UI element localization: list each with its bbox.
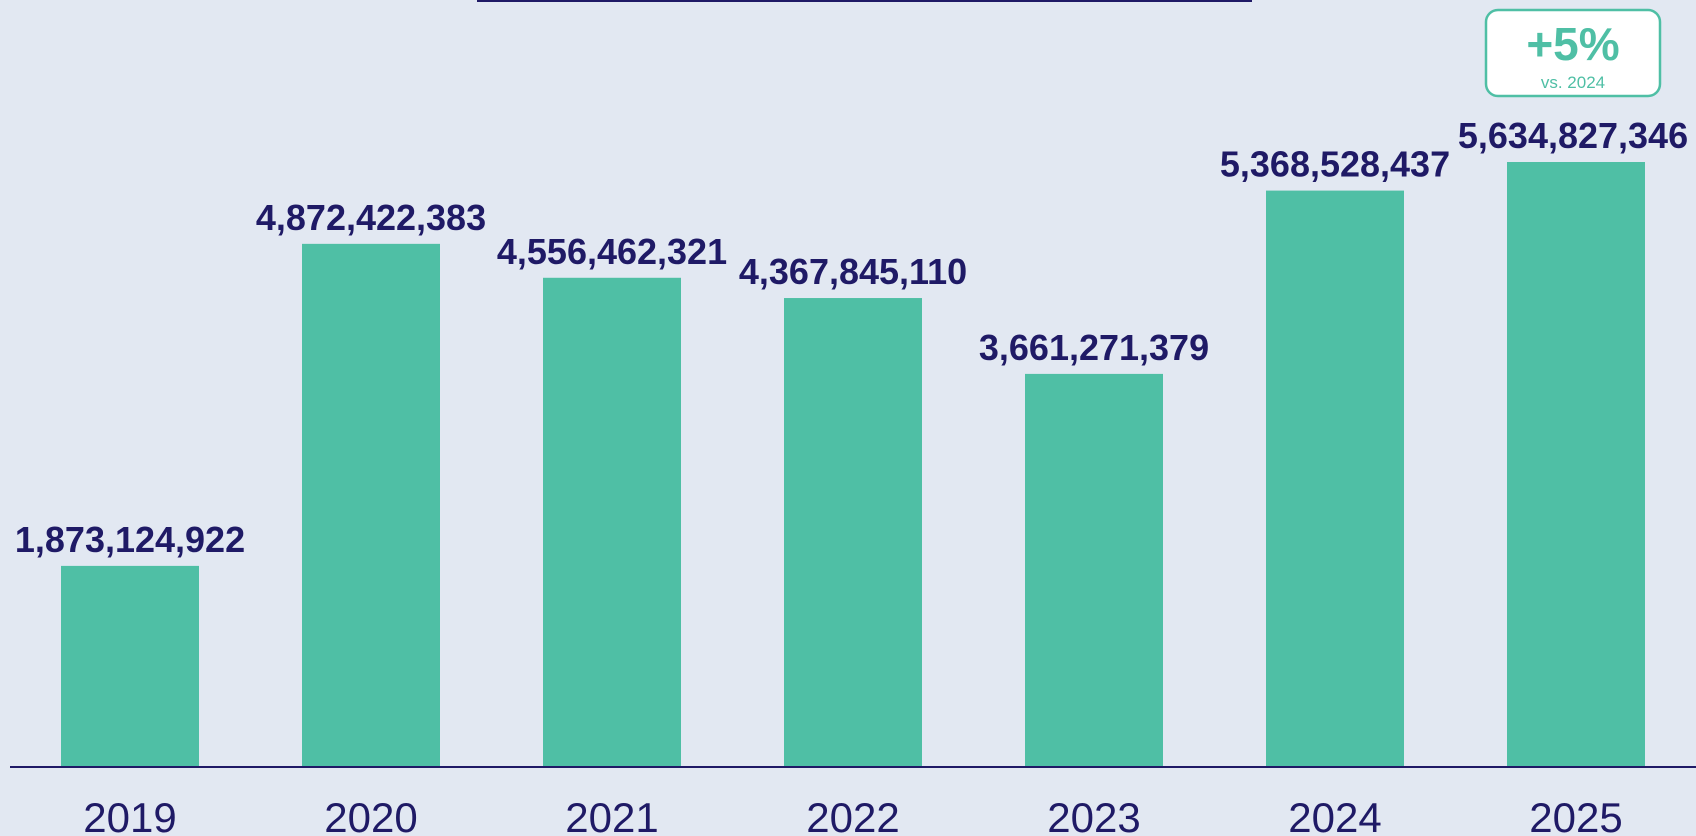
bars-group (61, 162, 1645, 767)
value-label-2019: 1,873,124,922 (15, 519, 245, 560)
bar-2023 (1025, 373, 1163, 767)
bar-2022 (784, 298, 922, 767)
bar-2019 (61, 565, 199, 767)
value-label-2025: 5,634,827,346 (1458, 115, 1688, 156)
value-labels-group: 1,873,124,922 4,872,422,383 4,556,462,321 4… (15, 115, 1688, 560)
category-labels-group: 2019 2020 2021 2022 2023 2024 2025 (83, 794, 1622, 836)
value-label-2023: 3,661,271,379 (979, 327, 1209, 368)
category-label-2025: 2025 (1529, 794, 1622, 836)
badge-change-value: +5% (1526, 18, 1619, 70)
bar-2025 (1507, 162, 1645, 767)
category-label-2021: 2021 (565, 794, 658, 836)
value-label-2024: 5,368,528,437 (1220, 144, 1450, 185)
change-badge: +5% vs. 2024 (1484, 8, 1662, 98)
badge-comparison-label: vs. 2024 (1541, 73, 1605, 92)
category-label-2024: 2024 (1288, 794, 1381, 836)
category-label-2022: 2022 (806, 794, 899, 836)
bar-2024 (1266, 190, 1404, 767)
bar-2021 (543, 277, 681, 767)
value-label-2022: 4,367,845,110 (739, 251, 967, 292)
badge-box (1484, 8, 1662, 98)
category-label-2023: 2023 (1047, 794, 1140, 836)
value-label-2021: 4,556,462,321 (497, 231, 727, 272)
bar-2020 (302, 243, 440, 767)
value-label-2020: 4,872,422,383 (256, 197, 486, 238)
category-label-2019: 2019 (83, 794, 176, 836)
category-label-2020: 2020 (324, 794, 417, 836)
